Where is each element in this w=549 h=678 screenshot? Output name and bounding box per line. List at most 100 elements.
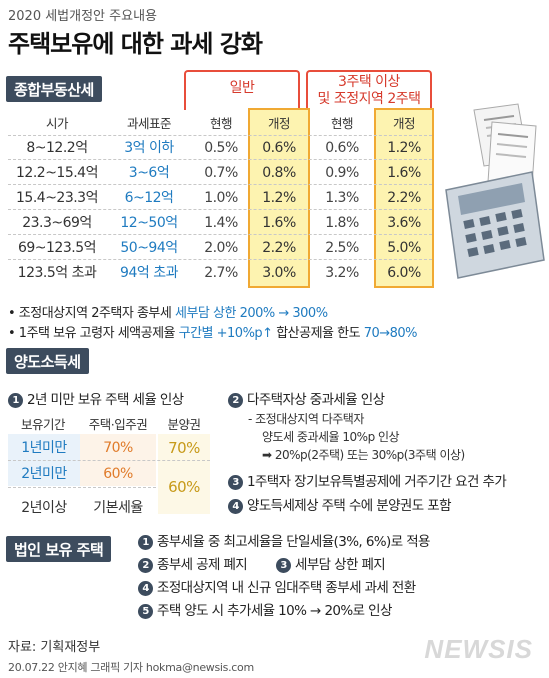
item-text: 종부세 공제 폐지 [157,557,248,573]
table-cell: 0.5% [204,140,238,156]
section-head-comprehensive-tax: 종합부동산세 [6,76,102,102]
table-cell: 60% [103,466,133,482]
page-title: 주택보유에 대한 과세 강화 [8,30,263,58]
table-cell: 1.4% [204,215,238,231]
supertitle: 2020 세법개정안 주요내용 [8,9,157,24]
note-highlight: 70→80% [363,326,418,341]
item-text: 다주택자상 중과세율 인상 [247,392,385,408]
note-highlight: 구간별 +10%p↑ [178,326,273,341]
table-cell: 23.3~69억 [22,215,92,231]
table-cell: 12.2~15.4억 [16,165,98,181]
item-text: 종부세율 중 최고세율을 단일세율(3%, 6%)로 적용 [157,534,430,550]
table-cell: 2.5% [325,240,359,256]
capital-gains-item-1: 1 2년 미만 보유 주택 세율 인상 [8,388,184,408]
number-badge: 1 [138,535,153,550]
table-cell: 2년이상 [21,500,67,516]
table-cell: 15.4~23.3억 [16,190,98,206]
table-cell: 3~6억 [128,165,170,181]
table-cell: 5.0% [387,240,421,256]
table-cell: 2.0% [204,240,238,256]
table-cell: 0.6% [325,140,359,156]
table-cell: 0.8% [262,165,296,181]
corporate-item-3: 3 세부담 상한 폐지 [276,553,386,573]
item-text: 세부담 상한 폐지 [295,557,386,573]
table-cell: 1.8% [325,215,359,231]
number-badge: 2 [138,558,153,573]
number-badge: 3 [228,475,243,490]
column-header: 현행 [209,116,233,131]
table-cell: 2.2% [387,190,421,206]
section-head-capital-gains: 양도소득세 [6,348,89,374]
table-cell: 0.7% [204,165,238,181]
note-text: 합산공제율 한도 [272,326,364,341]
table-cell: 94억 초과 [120,265,178,281]
column-header: 개정 [267,116,291,131]
highlight-column-multi [374,108,434,288]
column-header: 과세표준 [126,116,172,131]
column-header: 개정 [392,116,416,131]
item-text: 조정대상지역 내 신규 임대주택 종부세 과세 전환 [157,580,416,596]
table-cell: 70% [103,440,133,456]
column-header: 분양권 [167,417,201,432]
table-cell: 3억 이하 [124,140,174,156]
number-badge: 3 [276,558,291,573]
table-cell: 50~94억 [120,240,178,256]
section-head-corporate-housing: 법인 보유 주택 [6,536,112,562]
table-cell: 60% [168,478,200,496]
column-header: 현행 [330,116,354,131]
receipt-icon [473,103,537,187]
table-cell: 1.6% [262,215,296,231]
calculator-icon [445,103,545,279]
item-text: 주택 양도 시 추가세율 10% → 20%로 인상 [157,603,392,619]
note-elderly-credit: • 1주택 보유 고령자 세액공제율 구간별 +10%p↑ 합산공제율 한도 7… [8,322,418,341]
table-cell: 6.0% [387,265,421,281]
highlight-column-general [248,108,310,288]
column-header: 보유기간 [20,417,66,432]
table-cell: 1.6% [387,165,421,181]
column-header: 주택·입주권 [88,417,148,432]
group-label-general: 일반 [229,80,255,96]
newsis-logo: NEWSIS [424,634,533,664]
capital-gains-item-2: 2 다주택자상 중과세율 인상 [228,388,385,408]
number-badge: 2 [228,393,243,408]
corporate-item-2: 2 종부세 공제 폐지 [138,553,248,573]
note-adjusted-area: • 조정대상지역 2주택자 종부세 세부담 상한 200% → 300% [8,302,328,321]
table-cell: 1.2% [387,140,421,156]
table-cell: 1.0% [204,190,238,206]
group-label-multi-2: 및 조정지역 2주택 [317,91,421,107]
note-text: • 조정대상지역 2주택자 종부세 [8,306,175,321]
table-cell: 3.6% [387,215,421,231]
corporate-item-5: 5 주택 양도 시 추가세율 10% → 20%로 인상 [138,599,392,619]
table-cell: 70% [168,439,200,457]
item-2-sub-1: - 조정대상지역 다주택자 [248,412,364,426]
item-2-sub-3: ➡ 20%p(2주택) 또는 30%p(3주택 이상) [262,448,465,462]
corporate-item-4: 4 조정대상지역 내 신규 임대주택 종부세 과세 전환 [138,576,416,596]
number-badge: 4 [228,499,243,514]
highlight-bg [158,434,210,514]
group-label-multi-1: 3주택 이상 [338,74,400,90]
table-cell: 2년미만 [21,466,67,482]
table-cell: 1.2% [262,190,296,206]
table-cell: 3.0% [262,265,296,281]
number-badge: 4 [138,581,153,596]
table-cell: 0.6% [262,140,296,156]
table-cell: 기본세율 [93,500,143,516]
table-row: 12.2~15.4억 3~6억 0.7% 0.8% 0.9% 1.6% [8,161,432,185]
table-cell: 3.2% [325,265,359,281]
item-text: 양도득세제상 주택 수에 분양권도 포함 [247,498,451,514]
capital-gains-item-4: 4 양도득세제상 주택 수에 분양권도 포함 [228,494,451,514]
table-cell: 2.2% [262,240,296,256]
table-cell: 2.7% [204,265,238,281]
table-cell: 0.9% [325,165,359,181]
corporate-item-1: 1 종부세율 중 최고세율을 단일세율(3%, 6%)로 적용 [138,530,430,550]
credit-line: 20.07.22 안지혜 그래픽 기자 hokma@newsis.com [8,661,254,674]
group-box-general [184,70,300,110]
table-cell: 8~12.2억 [26,140,88,156]
item-text: 1주택자 장기보유특별공제에 거주기간 요건 추가 [247,474,507,490]
table-row: 23.3~69억 12~50억 1.4% 1.6% 1.8% 3.6% [8,211,432,235]
table-cell: 1.3% [325,190,359,206]
note-text: • 1주택 보유 고령자 세액공제율 [8,326,179,341]
table-cell: 69~123.5억 [17,240,97,256]
note-highlight: 세부담 상한 200% → 300% [175,306,328,321]
table-row: 69~123.5억 50~94억 2.0% 2.2% 2.5% 5.0% [8,236,432,260]
